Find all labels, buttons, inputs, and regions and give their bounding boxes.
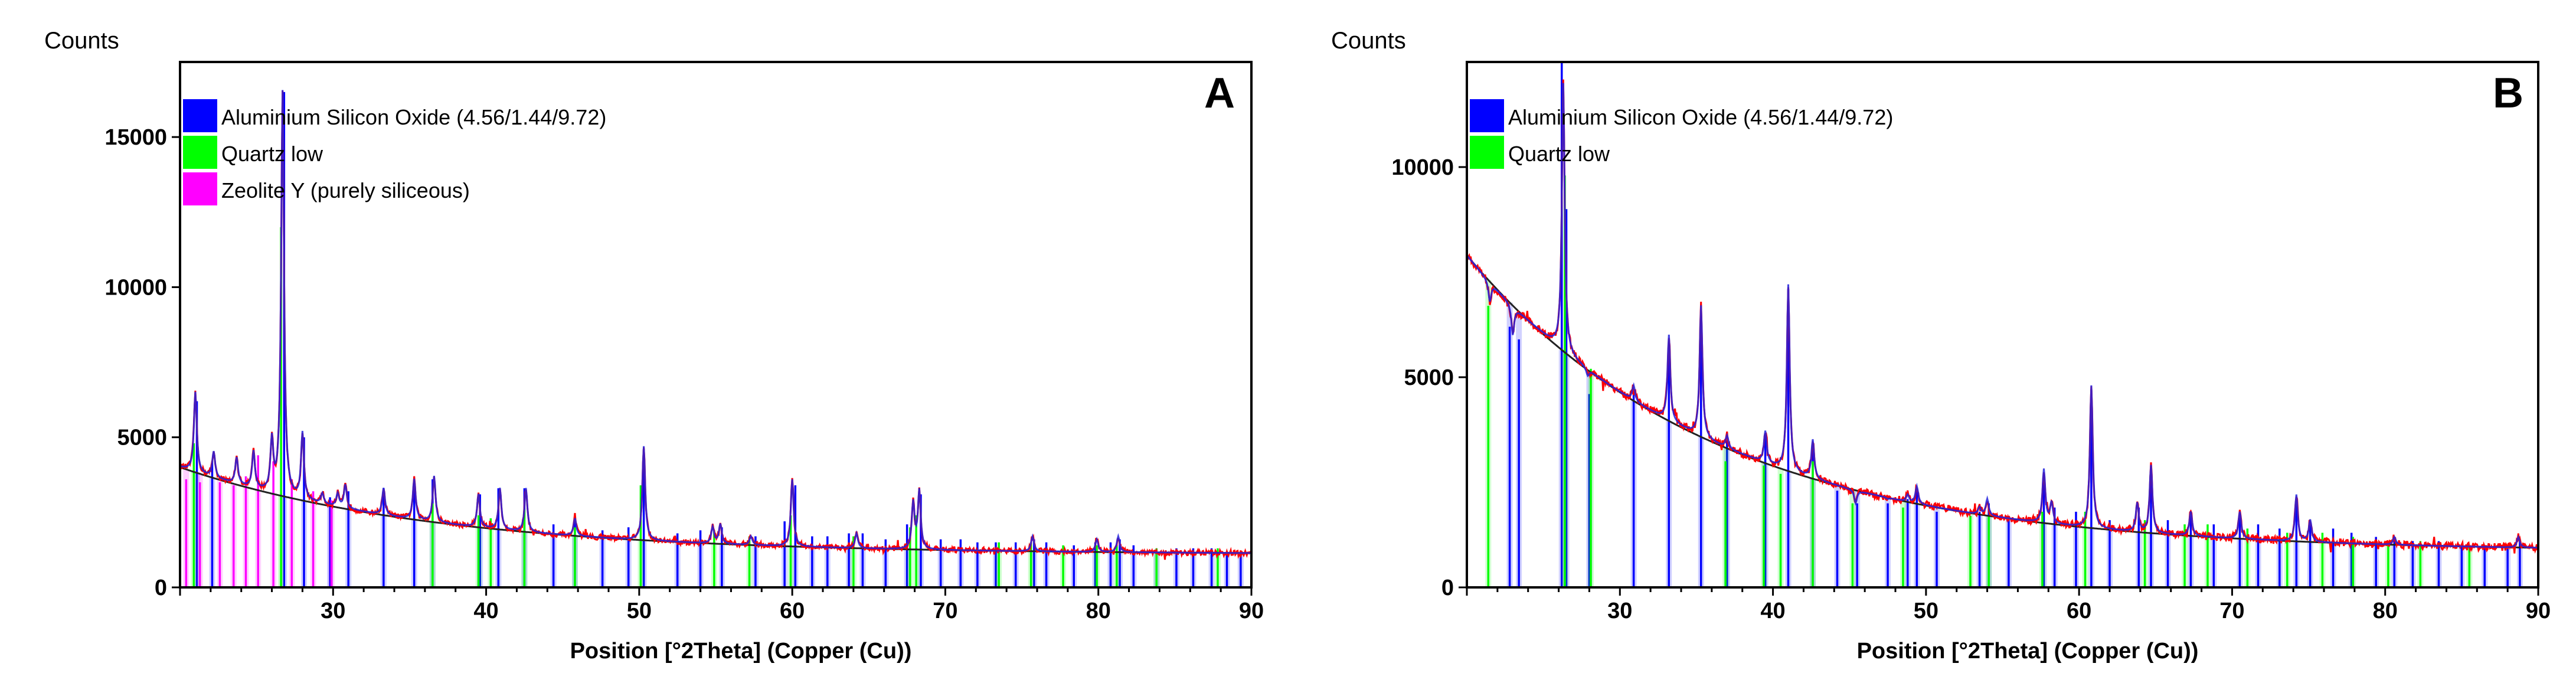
- x-tick-label: 40: [473, 599, 498, 623]
- reference-sticks: [1485, 62, 2523, 587]
- x-tick-label: 40: [1760, 599, 1785, 623]
- legend-swatch-zeolite-y: [183, 172, 217, 205]
- legend-label-aluminium-silicon-oxide: Aluminium Silicon Oxide (4.56/1.44/9.72): [221, 105, 606, 129]
- x-axis-label: Position [°2Theta] (Copper (Cu)): [570, 639, 912, 664]
- legend: Aluminium Silicon Oxide (4.56/1.44/9.72)…: [183, 99, 606, 205]
- tick-labels: 0 5000 10000 15000 30 40 50 60 70 80 90: [104, 125, 1264, 623]
- x-tick-label: 90: [2526, 599, 2551, 623]
- legend-label-zeolite-y: Zeolite Y (purely siliceous): [221, 178, 470, 202]
- tick-labels: 0 5000 10000 30 40 50 60 70 80 90: [1391, 155, 2551, 623]
- observed-pattern-line: [1466, 79, 2539, 554]
- x-tick-label: 80: [2373, 599, 2398, 623]
- legend: Aluminium Silicon Oxide (4.56/1.44/9.72)…: [1470, 99, 1893, 169]
- x-tick-label: 30: [321, 599, 345, 623]
- legend-label-quartz-low: Quartz low: [221, 142, 323, 166]
- legend-swatch-quartz-low: [1470, 136, 1504, 169]
- x-tick-label: 60: [2067, 599, 2091, 623]
- y-tick-label: 15000: [104, 125, 167, 150]
- legend-swatch-aluminium-silicon-oxide: [1470, 99, 1504, 132]
- reference-sticks: [183, 92, 1244, 587]
- y-tick-label: 5000: [1404, 365, 1454, 390]
- x-tick-label: 80: [1086, 599, 1111, 623]
- y-axis-label: Counts: [1331, 28, 1406, 54]
- legend-swatch-aluminium-silicon-oxide: [183, 99, 217, 132]
- y-axis-label: Counts: [44, 28, 119, 54]
- y-tick-lines: [1459, 166, 2539, 596]
- y-tick-label: 0: [1441, 576, 1454, 600]
- calculated-pattern-line: [179, 90, 1251, 554]
- plot-area-frame: [179, 61, 1253, 589]
- diffraction-curves: [179, 90, 1252, 560]
- panel-label-b: B: [2493, 70, 2523, 117]
- y-tick-label: 10000: [104, 275, 167, 300]
- legend-label-quartz-low: Quartz low: [1508, 142, 1610, 166]
- x-axis-label: Position [°2Theta] (Copper (Cu)): [1857, 639, 2199, 664]
- legend-swatch-quartz-low: [183, 136, 217, 169]
- y-tick-label: 0: [155, 576, 167, 600]
- chart-panel-b: Counts 0 5000 10000 30 40 50 60 70 80 90 B Alumin…: [1331, 28, 2551, 664]
- y-tick-label: 10000: [1391, 155, 1454, 180]
- x-tick-label: 70: [2219, 599, 2244, 623]
- y-tick-label: 5000: [117, 426, 167, 450]
- x-tick-label: 50: [1914, 599, 1938, 623]
- background-curve: [179, 466, 1251, 554]
- calculated-pattern-line: [1466, 83, 2538, 549]
- chart-panel-a: Counts 0 5000 10000 15000 30 40 50 60 70 80 90 A A…: [44, 28, 1264, 664]
- x-tick-label: 30: [1607, 599, 1632, 623]
- plot-area-frame: [1466, 61, 2539, 589]
- x-tick-label: 90: [1239, 599, 1264, 623]
- observed-pattern-line: [179, 90, 1252, 560]
- panel-label-a: A: [1204, 70, 1235, 117]
- diffraction-curves: [1466, 79, 2539, 554]
- legend-label-aluminium-silicon-oxide: Aluminium Silicon Oxide (4.56/1.44/9.72): [1508, 105, 1893, 129]
- x-tick-label: 60: [780, 599, 805, 623]
- background-curve: [1466, 254, 2538, 549]
- x-tick-label: 50: [627, 599, 652, 623]
- x-tick-label: 70: [933, 599, 957, 623]
